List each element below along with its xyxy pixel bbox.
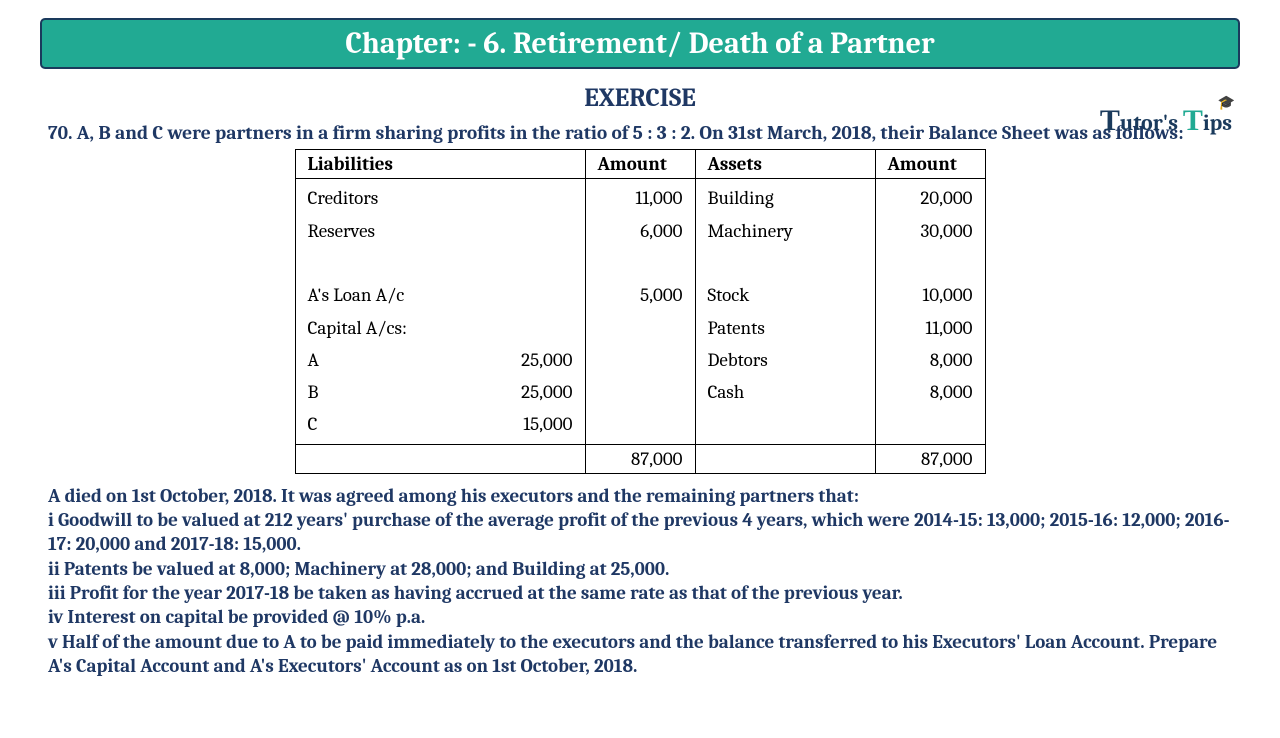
asset-patents: Patents [708, 312, 863, 344]
note-i: i Goodwill to be valued at 212 years' pu… [48, 508, 1232, 557]
logo-hat-icon: 🎓 [1218, 94, 1235, 111]
cash-amt: 8,000 [888, 376, 973, 408]
note-ii: ii Patents be valued at 8,000; Machinery… [48, 557, 1232, 581]
capital-a-label: A [308, 344, 493, 376]
total-right: 87,000 [875, 444, 985, 473]
total-assets-blank [695, 444, 875, 473]
note-intro: A died on 1st October, 2018. It was agre… [48, 484, 1232, 508]
table-total-row: 87,000 87,000 [295, 444, 985, 473]
logo-text2: ips [1203, 110, 1232, 136]
capital-c-label: C [308, 408, 493, 440]
assets-cell: Building Machinery Stock Patents Debtors… [695, 179, 875, 444]
th-liabilities: Liabilities [295, 150, 585, 179]
note-iii: iii Profit for the year 2017-18 be taken… [48, 581, 1232, 605]
creditors-amt: 11,000 [598, 182, 683, 214]
capital-b-value: 25,000 [493, 376, 573, 408]
chapter-header: Chapter: - 6. Retirement/ Death of a Par… [40, 18, 1240, 69]
total-left: 87,000 [585, 444, 695, 473]
liab-loan: A's Loan A/c [308, 279, 573, 311]
machinery-amt: 30,000 [888, 215, 973, 247]
logo: 🎓 Tutor's Tips [1100, 104, 1232, 138]
th-amount1: Amount [585, 150, 695, 179]
capital-c-value: 15,000 [493, 408, 573, 440]
asset-machinery: Machinery [708, 215, 863, 247]
question-notes: A died on 1st October, 2018. It was agre… [48, 484, 1232, 679]
note-iv: iv Interest on capital be provided @ 10%… [48, 605, 1232, 629]
th-amount2: Amount [875, 150, 985, 179]
table-header-row: Liabilities Amount Assets Amount [295, 150, 985, 179]
asset-building: Building [708, 182, 863, 214]
table-body-row: Creditors Reserves A's Loan A/c Capital … [295, 179, 985, 444]
liab-capital-header: Capital A/cs: [308, 312, 573, 344]
exercise-heading: EXERCISE [0, 83, 1280, 113]
total-liab-blank [295, 444, 585, 473]
asset-stock: Stock [708, 279, 863, 311]
logo-text1: utor's [1120, 110, 1183, 136]
logo-t2: T [1183, 104, 1203, 137]
liab-reserves: Reserves [308, 215, 573, 247]
question-text: 70. A, B and C were partners in a firm s… [48, 121, 1232, 145]
capital-a-value: 25,000 [493, 344, 573, 376]
liab-amount-cell: 11,000 6,000 5,000 [585, 179, 695, 444]
asset-debtors: Debtors [708, 344, 863, 376]
note-v: v Half of the amount due to A to be paid… [48, 630, 1232, 679]
reserves-amt: 6,000 [598, 215, 683, 247]
patents-amt: 11,000 [888, 312, 973, 344]
debtors-amt: 8,000 [888, 344, 973, 376]
chapter-title: Chapter: - 6. Retirement/ Death of a Par… [345, 26, 934, 61]
th-assets: Assets [695, 150, 875, 179]
assets-amount-cell: 20,000 30,000 10,000 11,000 8,000 8,000 [875, 179, 985, 444]
balance-sheet-table: Liabilities Amount Assets Amount Credito… [295, 149, 986, 473]
liab-creditors: Creditors [308, 182, 573, 214]
liabilities-cell: Creditors Reserves A's Loan A/c Capital … [295, 179, 585, 444]
asset-cash: Cash [708, 376, 863, 408]
stock-amt: 10,000 [888, 279, 973, 311]
logo-t1: T [1100, 104, 1120, 137]
loan-amt: 5,000 [598, 279, 683, 311]
building-amt: 20,000 [888, 182, 973, 214]
capital-b-label: B [308, 376, 493, 408]
